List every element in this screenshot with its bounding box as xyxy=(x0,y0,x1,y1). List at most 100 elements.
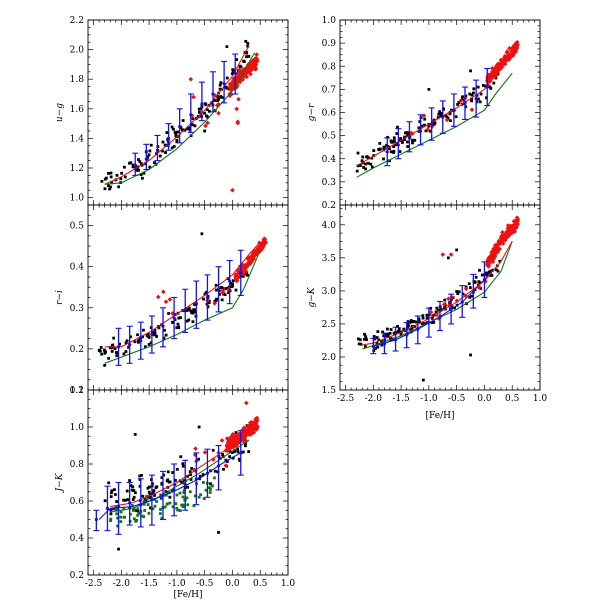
black-point xyxy=(231,456,235,460)
black-point xyxy=(432,118,436,122)
error-bar-mean xyxy=(396,143,400,147)
black-point xyxy=(161,140,165,144)
black-point xyxy=(136,509,140,513)
red-point xyxy=(243,428,249,433)
red-point xyxy=(251,430,256,435)
green-model-line xyxy=(110,439,250,513)
green-point xyxy=(142,515,146,519)
green-point xyxy=(181,505,185,509)
black-point xyxy=(427,87,431,91)
y-tick-label: 0.5 xyxy=(322,132,337,142)
black-point xyxy=(179,316,182,320)
black-point xyxy=(244,442,247,445)
y-axis-label: J−K xyxy=(55,472,65,493)
black-point xyxy=(122,498,126,502)
black-point xyxy=(162,473,166,477)
red-point xyxy=(485,260,491,265)
y-tick-label: 0.5 xyxy=(70,222,85,232)
black-point xyxy=(224,458,228,462)
x-tick-label: 0.5 xyxy=(505,394,520,404)
black-point xyxy=(157,326,161,330)
green-point xyxy=(143,509,147,512)
black-point xyxy=(216,99,219,103)
black-point xyxy=(136,333,139,337)
error-bar-mean xyxy=(460,300,464,304)
y-tick-label: 1.2 xyxy=(70,164,84,174)
green-point xyxy=(202,481,205,484)
black-point xyxy=(181,464,185,468)
y-tick-label: 2.0 xyxy=(70,46,85,56)
black-point xyxy=(413,324,417,328)
black-point xyxy=(140,474,143,477)
black-point xyxy=(397,330,401,334)
y-axis-label: r−i xyxy=(55,290,65,305)
black-point xyxy=(133,491,137,495)
black-point xyxy=(197,457,201,461)
black-point xyxy=(417,126,421,130)
red-point xyxy=(241,439,247,445)
black-point xyxy=(432,320,436,324)
red-point xyxy=(494,245,499,250)
red-point xyxy=(513,218,519,224)
black-point xyxy=(406,133,410,137)
red-point xyxy=(496,238,502,244)
green-point xyxy=(192,504,196,508)
red-point xyxy=(228,434,234,440)
red-point xyxy=(514,222,520,227)
red-point xyxy=(487,78,493,84)
red-point xyxy=(489,73,495,78)
green-point xyxy=(164,493,168,497)
black-point xyxy=(110,489,114,493)
black-point xyxy=(143,498,147,502)
black-point xyxy=(244,55,248,59)
black-point xyxy=(373,337,377,341)
error-bar-mean xyxy=(485,85,489,89)
black-point xyxy=(207,301,211,305)
black-point xyxy=(392,149,396,153)
black-point xyxy=(109,508,113,512)
black-point xyxy=(439,308,443,311)
black-point xyxy=(217,531,220,534)
black-point xyxy=(242,60,246,64)
red-point xyxy=(496,247,501,252)
red-point xyxy=(236,96,241,102)
green-point xyxy=(208,491,212,494)
red-point xyxy=(188,76,194,82)
panel-gk: -2.5 -2.0 -1.5 -1.0 -0.5 0.0 0.5 1.0 1.5 2.0 2.5 3.… xyxy=(307,204,547,404)
red-point xyxy=(512,229,518,234)
red-point xyxy=(254,59,260,64)
x-tick-label: -0.5 xyxy=(196,579,214,589)
black-point xyxy=(136,339,140,343)
black-point xyxy=(382,157,385,161)
black-point xyxy=(164,151,167,154)
black-point xyxy=(448,301,451,305)
red-point xyxy=(458,98,464,103)
black-point xyxy=(214,283,218,287)
black-point xyxy=(223,293,227,297)
black-point xyxy=(193,310,197,314)
red-point xyxy=(507,232,512,238)
red-point xyxy=(247,65,252,70)
y-tick-label: 0.8 xyxy=(322,62,337,72)
red-point xyxy=(250,58,256,64)
black-point xyxy=(187,306,191,310)
black-point xyxy=(424,129,428,133)
black-point xyxy=(206,115,210,119)
red-point xyxy=(212,300,218,306)
red-point xyxy=(253,66,259,72)
black-point xyxy=(191,320,195,324)
black-point xyxy=(478,100,482,104)
error-bar-mean xyxy=(105,506,110,510)
black-point xyxy=(110,346,113,350)
red-point xyxy=(240,72,245,78)
black-point xyxy=(111,507,115,511)
black-point xyxy=(146,155,150,159)
green-model-line xyxy=(362,241,513,350)
green-point xyxy=(114,508,118,511)
black-point xyxy=(221,453,224,456)
red-point xyxy=(253,419,258,424)
red-point xyxy=(223,463,229,468)
y-tick-label: 1.2 xyxy=(70,386,84,396)
red-point xyxy=(239,75,245,80)
black-point xyxy=(179,455,183,459)
